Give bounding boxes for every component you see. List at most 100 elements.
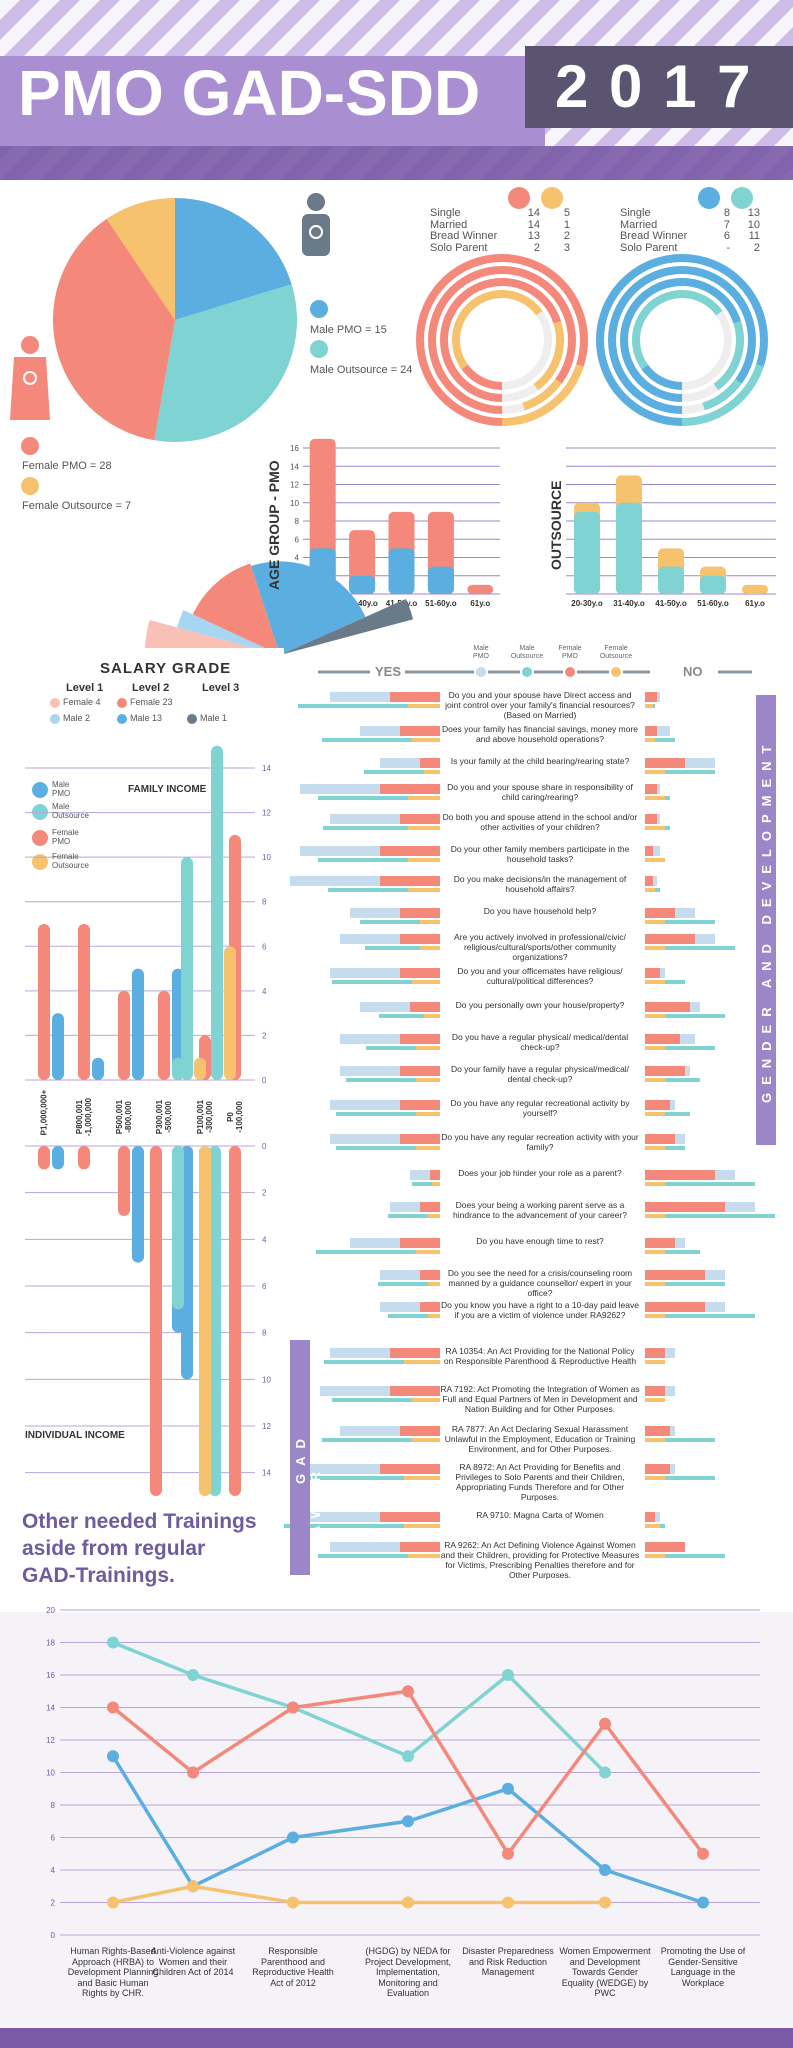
age-tick-label: 10 [290,499,299,508]
yes-bar-male-pmo [300,784,440,794]
civil-status-outsource-value: 3 [563,241,570,254]
yes-bar-female-pmo [390,1386,440,1396]
no-bar-male-outsource [645,770,715,774]
yes-bar-male-outsource [379,1014,424,1018]
no-bar-female-outsource [645,770,665,774]
no-bar-female-pmo [645,1464,670,1474]
yes-bar-female-outsource [428,1282,440,1286]
trainings-point [187,1880,199,1893]
no-bar-female-outsource [645,1182,665,1186]
no-bar-female-outsource [645,1014,665,1018]
yes-bar-female-outsource [416,1112,440,1116]
male-civil-donut [596,254,768,426]
no-bar-female-pmo [645,846,653,856]
trainings-tick-label: 18 [46,1639,55,1648]
no-bar-male-pmo [645,1302,725,1312]
no-bar-female-pmo [645,1170,715,1180]
female-person-icon [10,336,50,420]
trainings-point [402,1685,414,1698]
income-legend-dot [32,854,48,870]
survey-question-text: RA 7192: Act Promoting the Integration o… [440,1384,640,1414]
donut-track [620,278,744,402]
civil-status-label: Bread Winner [430,230,498,242]
trainings-tick-label: 20 [46,1606,55,1615]
age-category-label: 41-50y.o [655,599,687,608]
yes-bar-female-outsource [404,1360,440,1364]
yes-bar-male-pmo [380,1270,440,1280]
trainings-point [287,1701,299,1714]
no-bar-male-outsource [645,1250,700,1254]
no-bar-male-pmo [645,846,660,856]
gad-side-panel: GENDER AND DEVELOPMENT (GAD) [756,695,789,1145]
yes-bar-male-pmo [360,1002,440,1012]
yes-bar-female-pmo [410,1002,440,1012]
individual-tick-label: 8 [262,1329,267,1338]
trainings-category-label: Promoting the Use of Gender-Sensitive La… [660,1946,746,1988]
donut-track [608,266,756,414]
gender-pie-slice [106,198,175,320]
civil-status-row: Married 7 10 [620,219,760,232]
age-bar-female [467,584,494,594]
no-bar-male-pmo [645,1170,735,1180]
survey-legend-label: Male Outsource [510,645,544,660]
no-bar-male-outsource [645,796,670,800]
female-pmo-header-dot [508,187,530,209]
no-bar-male-outsource [645,1476,715,1480]
civil-status-label: Solo Parent [620,241,678,254]
yes-bar-female-outsource [404,1524,440,1528]
age-bar-female [616,475,642,594]
male-outsource-header-dot [731,187,753,209]
awareness-vertical-label: GAD AWARENESS [293,1379,323,1536]
family-tick-label: 6 [262,942,267,951]
male-person-icon [302,193,330,256]
yes-bar-male-outsource [332,980,412,984]
yes-bar-male-outsource [298,704,408,708]
yes-bar-male-outsource [378,1282,428,1286]
civil-status-male-table: Single 8 13 Married 7 10 Bread Winner 6 11 Solo P… [620,207,760,254]
age-bar-male [616,502,642,594]
donut-track [440,278,564,402]
civil-status-female-table: Single 14 5 Married 14 1 Bread Winner 13 2 Solo P… [430,207,570,254]
yes-bar-female-outsource [424,770,440,774]
income-category-label: P300,001 -500,000 [155,1099,173,1135]
no-label: NO [683,664,703,679]
no-bar-female-outsource [645,858,665,862]
yes-bar-male-pmo [320,1386,440,1396]
age-bar-female [658,548,684,594]
salary-base-mask [14,648,284,658]
age-bar-male [427,566,454,594]
individual-tick-label: 12 [262,1422,271,1431]
donut-arc-pmo [596,254,768,426]
no-bar-male-outsource [645,1554,725,1558]
no-bar-female-pmo [645,1066,685,1076]
donut-arc-pmo [440,278,564,402]
survey-question-text: RA 10354: An Act Providing for the Natio… [443,1346,637,1366]
donut-arc-outsource [596,254,768,426]
gad-vertical-label: GENDER AND DEVELOPMENT (GAD) [759,737,789,1103]
age-tick-label: 12 [290,481,299,490]
civil-status-pmo-value: 14 [527,218,540,231]
trainings-point [402,1750,414,1763]
income-category-label: P0 -100,000 [226,1101,244,1133]
survey-question-text: Do you see the need for a crisis/counsel… [447,1268,633,1298]
age-pmo-chart: 0 2 4 6 8 10 12 14 16 20-30y.o 31-40y.o 41-50y.o 51-… [290,438,500,608]
trainings-title-line-2: aside from regular [22,1537,206,1560]
age-category-label: 61y.o [745,599,765,608]
no-bar-female-pmo [645,814,657,824]
survey-question-text: Do you and your spouse have Direct acces… [445,690,635,720]
yes-bar-male-pmo [410,1170,440,1180]
no-bar-female-outsource [645,1314,665,1318]
yes-bar-male-pmo [340,1066,440,1076]
no-bar-male-pmo [645,726,670,736]
age-bar-male [658,566,684,594]
no-bar-female-outsource [645,1250,665,1254]
yes-bar-male-outsource [364,770,424,774]
family-income-title: FAMILY INCOME [128,784,207,795]
age-group-outsource-label: OUTSOURCE [548,480,564,570]
survey-question-text: Is your family at the child bearing/rear… [450,756,630,766]
no-bar-male-pmo [645,968,665,978]
age-category-label: 41-50y.o [386,599,418,608]
income-legend-label: Female PMO [52,828,79,846]
individual-income-bar [52,1146,64,1170]
no-bar-male-outsource [645,1524,665,1528]
